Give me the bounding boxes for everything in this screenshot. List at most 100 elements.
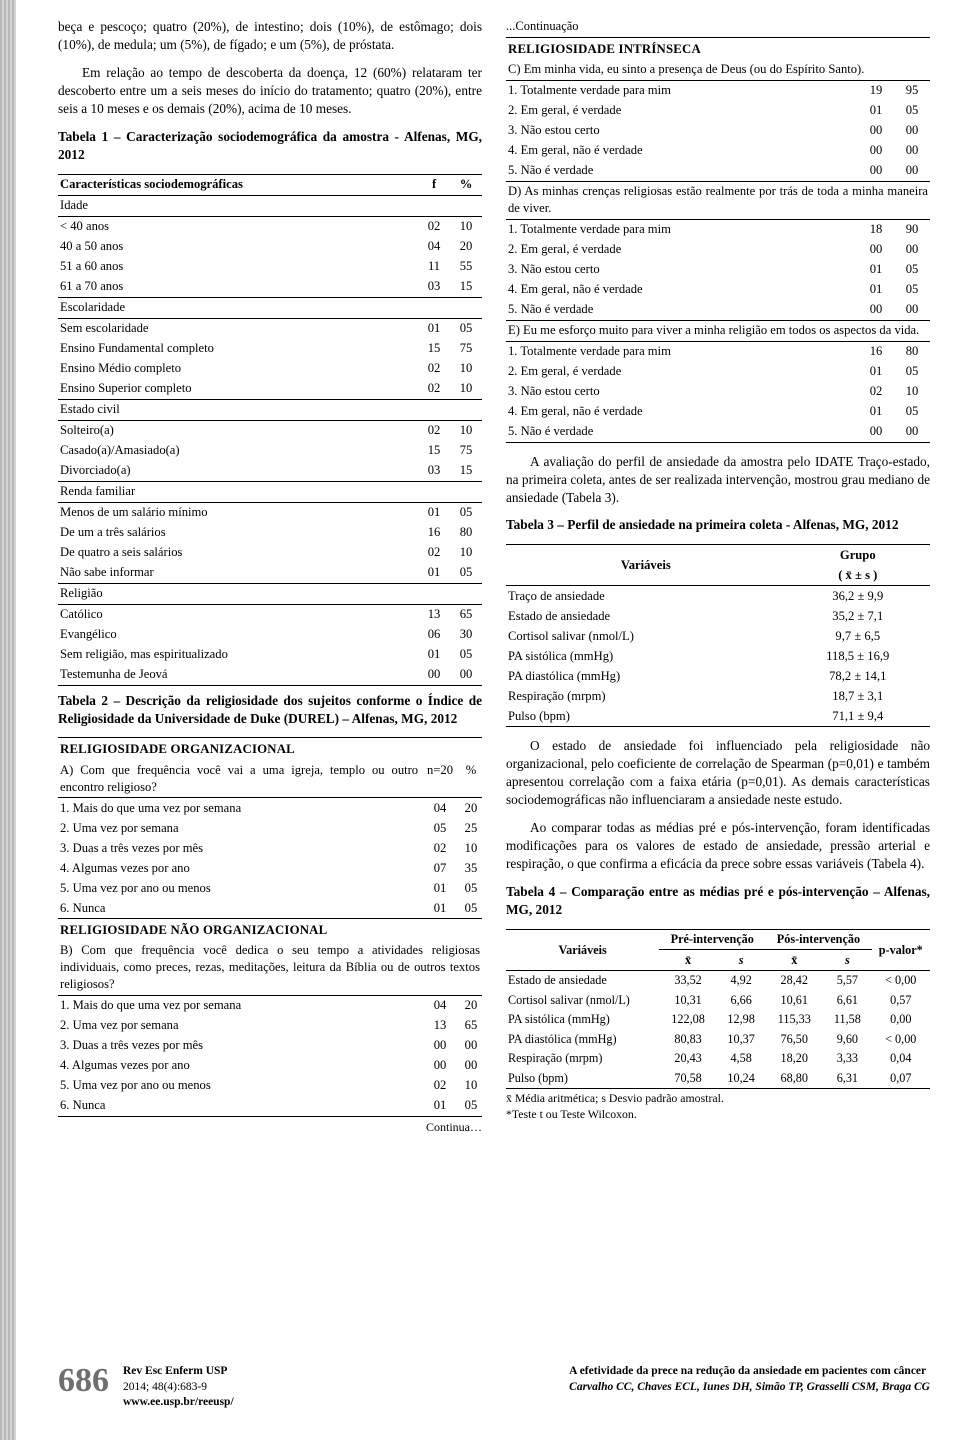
right-para-1: A avaliação do perfil de ansiedade da am… xyxy=(506,453,930,507)
t4-r3-x2: 115,33 xyxy=(765,1010,823,1029)
t2-b6-l: 6. Nunca xyxy=(58,1096,420,1117)
t1-r7-p: 10 xyxy=(450,359,482,379)
t1-r2-l: 40 a 50 anos xyxy=(58,237,418,257)
t4-r5-s1: 4,58 xyxy=(717,1049,765,1068)
footer-url: www.ee.usp.br/reeusp/ xyxy=(123,1395,234,1411)
t2c-d5-n: 00 xyxy=(858,300,894,321)
intro-para-1: beça e pescoço; quatro (20%), de intesti… xyxy=(58,18,482,54)
t2-b2-l: 2. Uma vez por semana xyxy=(58,1016,420,1036)
t4-hp: p-valor* xyxy=(872,929,930,970)
t2c-d3-l: 3. Não estou certo xyxy=(506,260,858,280)
t2-b6-p: 05 xyxy=(460,1096,482,1117)
t1-r10-f: 15 xyxy=(418,441,450,461)
t2-a4-p: 35 xyxy=(460,858,482,878)
t4-hv: Variáveis xyxy=(506,929,659,970)
right-para-3: Ao comparar todas as médias pré e pós-in… xyxy=(506,819,930,873)
t3-r1-v: 36,2 ± 9,9 xyxy=(786,586,930,607)
t2c-c1-n: 19 xyxy=(858,80,894,101)
t2-b1-l: 1. Mais do que uma vez por semana xyxy=(58,995,420,1016)
t1-r16-p: 65 xyxy=(450,604,482,625)
t2c-c1-p: 95 xyxy=(894,80,930,101)
t1-r2-p: 20 xyxy=(450,237,482,257)
t4-hx2: x̄ xyxy=(765,950,823,970)
t2c-e4-l: 4. Em geral, não é verdade xyxy=(506,402,858,422)
t1-r11-p: 15 xyxy=(450,461,482,482)
t2c-c1-l: 1. Totalmente verdade para mim xyxy=(506,80,858,101)
t2c-e1-l: 1. Totalmente verdade para mim xyxy=(506,341,858,362)
t1-civil: Estado civil xyxy=(58,399,482,420)
t4-r3-s2: 11,58 xyxy=(823,1010,871,1029)
t2-a6-n: 01 xyxy=(420,898,460,919)
t2-a3-l: 3. Duas a três vezes por mês xyxy=(58,838,420,858)
t2c-d1-l: 1. Totalmente verdade para mim xyxy=(506,219,858,240)
t2c-c5-n: 00 xyxy=(858,161,894,182)
t2-a4-n: 07 xyxy=(420,858,460,878)
t4-r4-s1: 10,37 xyxy=(717,1029,765,1048)
t1-r3-p: 55 xyxy=(450,257,482,277)
t4-r6-s1: 10,24 xyxy=(717,1068,765,1088)
t2c-e2-l: 2. Em geral, é verdade xyxy=(506,362,858,382)
t2c-d5-l: 5. Não é verdade xyxy=(506,300,858,321)
t4-r2-x2: 10,61 xyxy=(765,990,823,1009)
t1-r19-p: 00 xyxy=(450,665,482,686)
footer-issue: 2014; 48(4):683-9 xyxy=(123,1380,234,1396)
t1-h3: % xyxy=(450,174,482,195)
t2-nh: n=20 xyxy=(420,760,460,798)
t2c-intr: RELIGIOSIDADE INTRÍNSECA xyxy=(506,37,930,59)
t1-r4-f: 03 xyxy=(418,277,450,298)
t2c-c5-p: 00 xyxy=(894,161,930,182)
t1-rel: Religião xyxy=(58,583,482,604)
t2c-e1-p: 80 xyxy=(894,341,930,362)
t1-r11-f: 03 xyxy=(418,461,450,482)
t1-r3-l: 51 a 60 anos xyxy=(58,257,418,277)
t4-r1-x2: 28,42 xyxy=(765,970,823,990)
t2c-c3-l: 3. Não estou certo xyxy=(506,121,858,141)
t4-hs2: s xyxy=(823,950,871,970)
t1-r3-f: 11 xyxy=(418,257,450,277)
t1-r14-f: 02 xyxy=(418,543,450,563)
t4-hx1: x̄ xyxy=(659,950,717,970)
continuacao-label: ...Continuação xyxy=(506,18,930,35)
t4-r6-l: Pulso (bpm) xyxy=(506,1068,659,1088)
t1-r9-l: Solteiro(a) xyxy=(58,420,418,441)
t1-r14-p: 10 xyxy=(450,543,482,563)
t3-r3-v: 9,7 ± 6,5 xyxy=(786,626,930,646)
t4-r1-s1: 4,92 xyxy=(717,970,765,990)
t2-b6-n: 01 xyxy=(420,1096,460,1117)
t2-a1-n: 04 xyxy=(420,798,460,819)
t1-r12-f: 01 xyxy=(418,502,450,523)
t1-r14-l: De quatro a seis salários xyxy=(58,543,418,563)
t1-r18-l: Sem religião, mas espiritualizado xyxy=(58,645,418,665)
t1-h1: Características sociodemográficas xyxy=(58,174,418,195)
table4-caption: Tabela 4 – Comparação entre as médias pr… xyxy=(506,883,930,919)
t2-a6-p: 05 xyxy=(460,898,482,919)
table4-note1: x̄ Média aritmética; s Desvio padrão amo… xyxy=(506,1091,930,1106)
t4-r6-p: 0,07 xyxy=(872,1068,930,1088)
left-column: beça e pescoço; quatro (20%), de intesti… xyxy=(58,18,482,1135)
t2-b5-n: 02 xyxy=(420,1076,460,1096)
t1-r6-p: 75 xyxy=(450,339,482,359)
table4: Variáveis Pré-intervenção Pós-intervençã… xyxy=(506,929,930,1089)
t2c-c5-l: 5. Não é verdade xyxy=(506,161,858,182)
t4-r3-x1: 122,08 xyxy=(659,1010,717,1029)
t3-r4-l: PA sistólica (mmHg) xyxy=(506,646,786,666)
t1-r8-p: 10 xyxy=(450,379,482,400)
t2-b2-p: 65 xyxy=(460,1016,482,1036)
t2c-d2-p: 00 xyxy=(894,240,930,260)
t2c-c3-p: 00 xyxy=(894,121,930,141)
t1-esc: Escolaridade xyxy=(58,297,482,318)
t3-r5-v: 78,2 ± 14,1 xyxy=(786,666,930,686)
page-footer: 686 Rev Esc Enferm USP 2014; 48(4):683-9… xyxy=(0,1354,960,1440)
t3-r7-v: 71,1 ± 9,4 xyxy=(786,706,930,727)
t2c-e1-n: 16 xyxy=(858,341,894,362)
t4-r1-l: Estado de ansiedade xyxy=(506,970,659,990)
t4-r1-x1: 33,52 xyxy=(659,970,717,990)
t2-org: RELIGIOSIDADE ORGANIZACIONAL xyxy=(58,738,482,760)
t2c-d2-l: 2. Em geral, é verdade xyxy=(506,240,858,260)
t3-r7-l: Pulso (bpm) xyxy=(506,706,786,727)
t2-ph: % xyxy=(460,760,482,798)
t1-r5-p: 05 xyxy=(450,318,482,339)
t1-r4-p: 15 xyxy=(450,277,482,298)
page-number: 686 xyxy=(58,1364,109,1398)
t2-a2-p: 25 xyxy=(460,818,482,838)
